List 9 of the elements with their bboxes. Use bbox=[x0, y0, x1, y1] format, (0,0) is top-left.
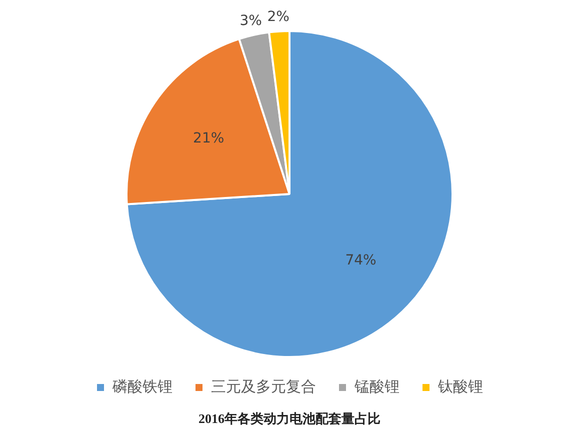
legend-label: 三元及多元复合 bbox=[211, 377, 316, 396]
legend-label: 锰酸锂 bbox=[354, 377, 400, 396]
text: 2016年各类动力电池配套量占比 bbox=[198, 410, 382, 428]
data-label: 3% bbox=[240, 12, 262, 29]
data-label: 21% bbox=[193, 130, 224, 147]
legend-label: 磷酸铁锂 bbox=[112, 377, 172, 396]
data-label: 2% bbox=[267, 8, 290, 25]
legend-label: 钛酸锂 bbox=[437, 377, 483, 396]
data-label: 74% bbox=[345, 252, 376, 269]
